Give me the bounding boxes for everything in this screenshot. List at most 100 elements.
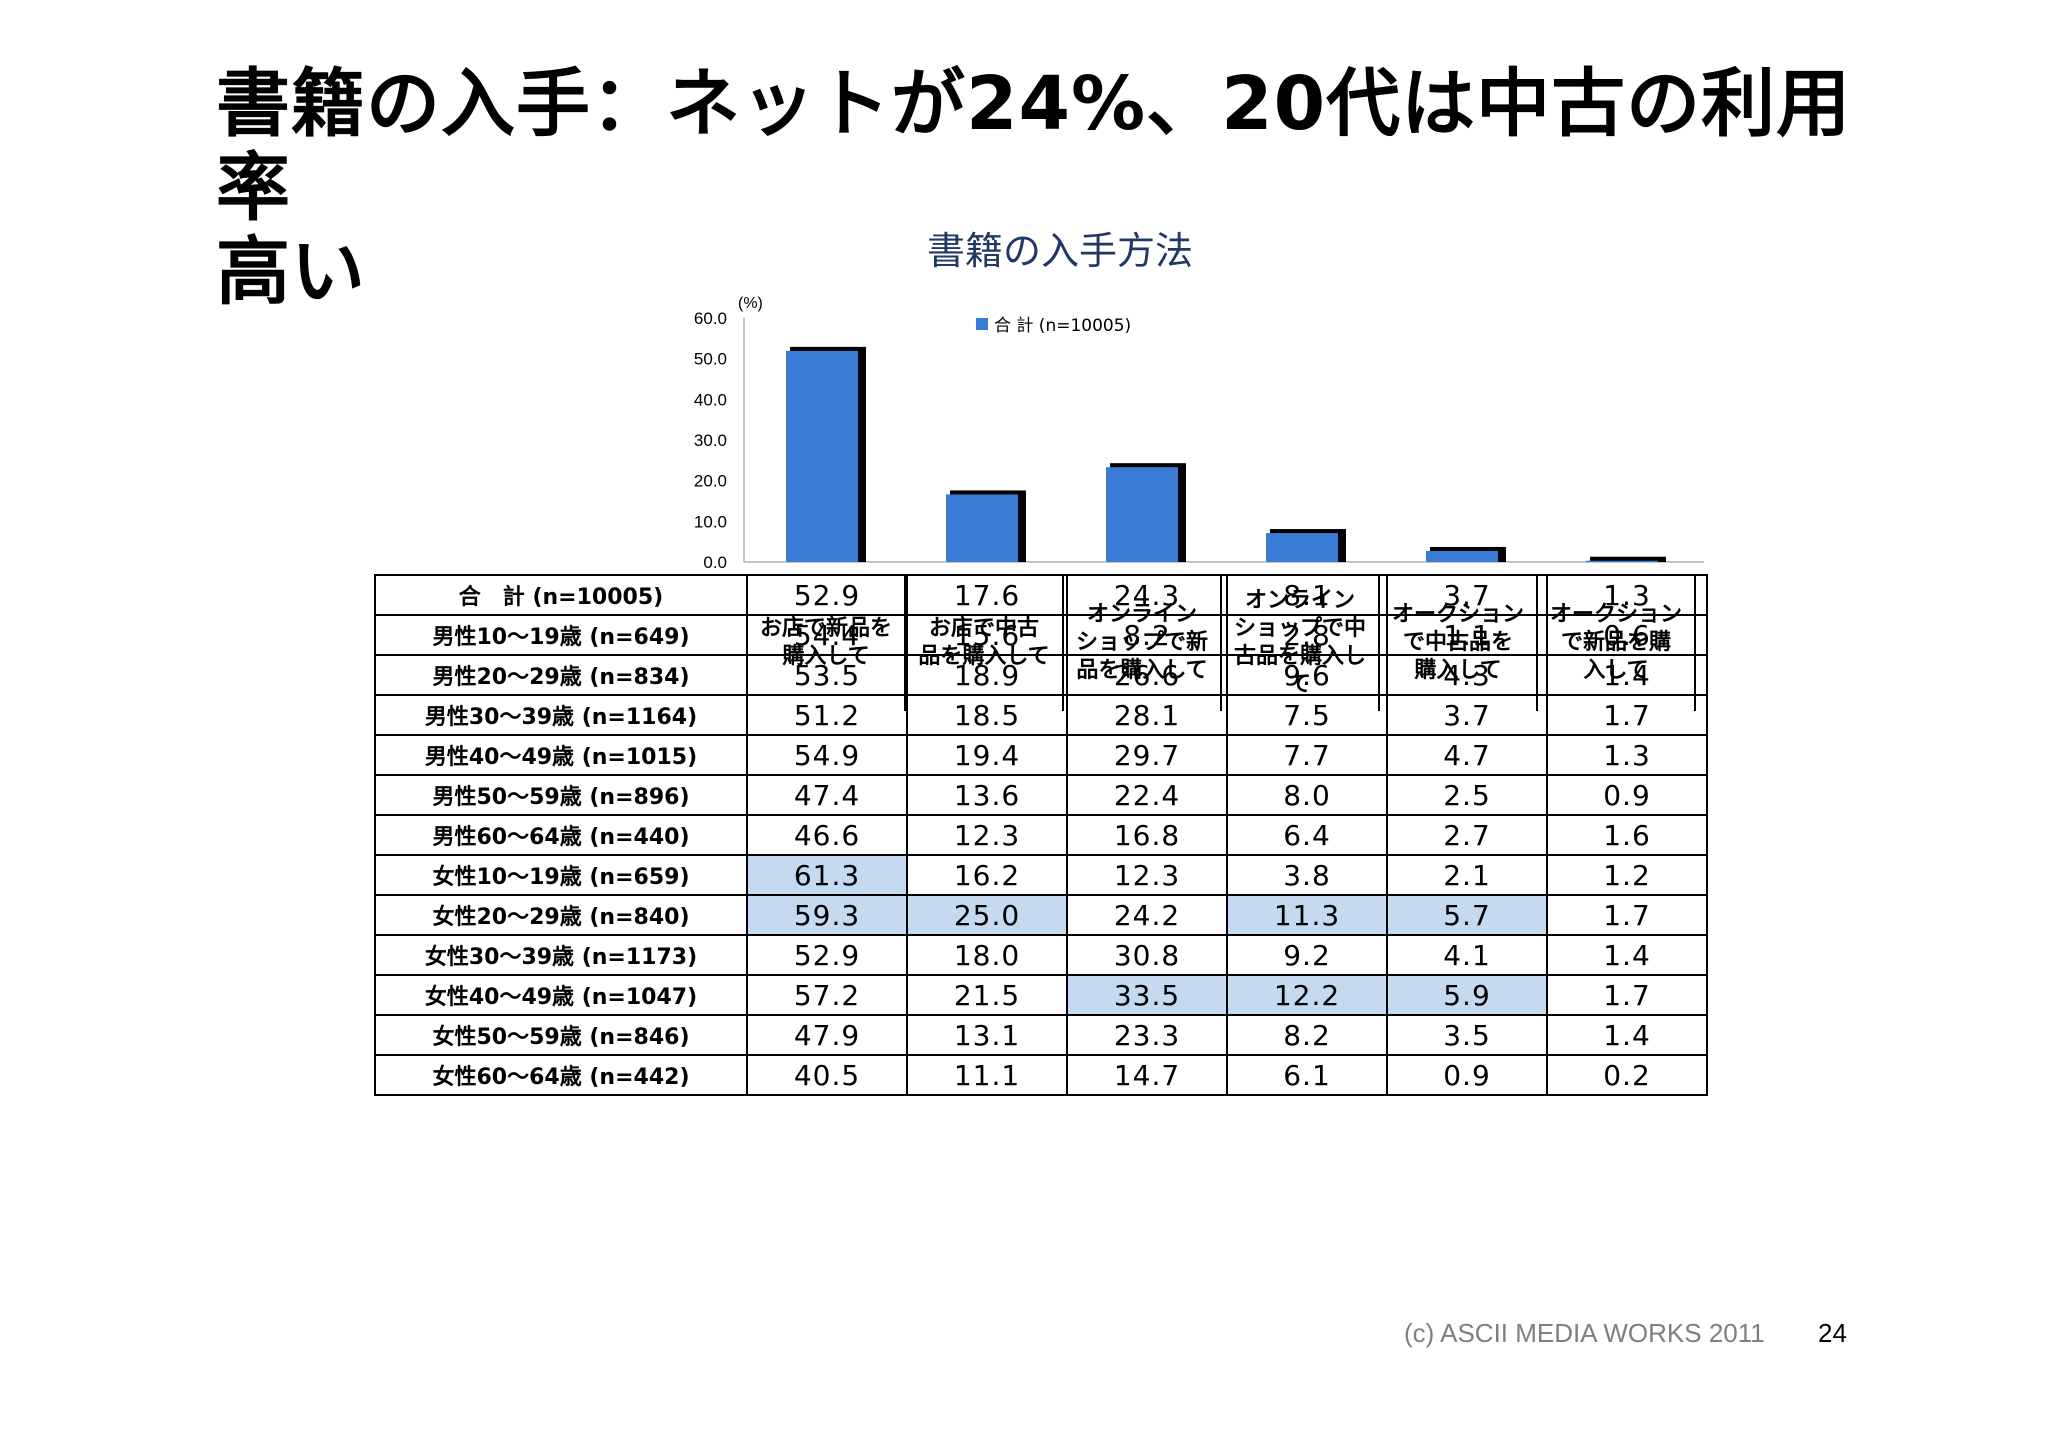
table-cell: 3.8 xyxy=(1226,854,1388,896)
table-cell: 13.6 xyxy=(906,774,1068,816)
table-row: 男性30～39歳 (n=1164) 51.2 18.5 28.1 7.5 3.7 1.7 xyxy=(374,694,1708,736)
table-cell: 9.6 xyxy=(1226,654,1388,696)
table-cell: 0.9 xyxy=(1546,774,1708,816)
chart-title: 書籍の入手方法 xyxy=(926,229,1193,273)
table-cell: 23.3 xyxy=(1066,1014,1228,1056)
table-cell: 12.3 xyxy=(906,814,1068,856)
bar xyxy=(1426,550,1498,562)
row-label: 女性30～39歳 (n=1173) xyxy=(374,934,748,976)
bar xyxy=(946,494,1018,562)
table-cell: 51.2 xyxy=(746,694,908,736)
table-cell: 40.5 xyxy=(746,1054,908,1096)
data-table-wrap: 合 計 (n=10005) 52.9 17.6 24.3 8.1 3.7 1.3 男性10～1… xyxy=(374,574,1708,1096)
slide-title-line-2: 高い xyxy=(216,229,366,315)
table-cell: 11.3 xyxy=(1226,894,1388,936)
table-cell: 1.7 xyxy=(1546,894,1708,936)
table-row: 女性40～49歳 (n=1047) 57.2 21.5 33.5 12.2 5.9 1.7 xyxy=(374,974,1708,1016)
table-cell: 4.3 xyxy=(1386,654,1548,696)
table-cell: 54.9 xyxy=(746,734,908,776)
table-cell: 18.5 xyxy=(906,694,1068,736)
table-cell: 47.4 xyxy=(746,774,908,816)
table-cell: 1.6 xyxy=(1546,814,1708,856)
bar xyxy=(1106,467,1178,562)
table-cell: 12.3 xyxy=(1066,854,1228,896)
table-row: 男性50～59歳 (n=896) 47.4 13.6 22.4 8.0 2.5 0.9 xyxy=(374,774,1708,816)
page-number: 24 xyxy=(1818,1318,1847,1348)
bar xyxy=(1586,560,1658,562)
table-row: 男性10～19歳 (n=649) 54.4 15.6 8.2 2.8 1.1 0.6 xyxy=(374,614,1708,656)
table-cell: 4.7 xyxy=(1386,734,1548,776)
table-cell: 1.2 xyxy=(1546,854,1708,896)
y-tick-label: 60.0 xyxy=(694,309,727,328)
row-label: 女性40～49歳 (n=1047) xyxy=(374,974,748,1016)
table-cell: 1.7 xyxy=(1546,974,1708,1016)
table-cell: 8.2 xyxy=(1066,614,1228,656)
table-cell: 2.1 xyxy=(1386,854,1548,896)
copyright-footer: (c) ASCII MEDIA WORKS 2011 xyxy=(1404,1318,1765,1348)
slide-title: 書籍の入手：ネットが24%、20代は中古の利用率 高い xyxy=(216,62,1856,314)
row-label: 合 計 (n=10005) xyxy=(374,574,748,616)
table-cell: 22.4 xyxy=(1066,774,1228,816)
table-cell: 6.4 xyxy=(1226,814,1388,856)
table-cell: 1.3 xyxy=(1546,574,1708,616)
table-cell: 16.8 xyxy=(1066,814,1228,856)
table-cell: 2.7 xyxy=(1386,814,1548,856)
table-cell: 0.2 xyxy=(1546,1054,1708,1096)
table-cell: 33.5 xyxy=(1066,974,1228,1016)
table-cell: 14.7 xyxy=(1066,1054,1228,1096)
table-row: 女性60～64歳 (n=442) 40.5 11.1 14.7 6.1 0.9 0.2 xyxy=(374,1054,1708,1096)
table-cell: 18.9 xyxy=(906,654,1068,696)
table-cell: 4.1 xyxy=(1386,934,1548,976)
y-tick-label: 50.0 xyxy=(694,350,727,369)
row-label: 女性10～19歳 (n=659) xyxy=(374,854,748,896)
legend-label: 合 計 (n=10005) xyxy=(994,316,1131,336)
y-tick-label: 20.0 xyxy=(694,472,727,491)
table-cell: 52.9 xyxy=(746,574,908,616)
table-cell: 3.7 xyxy=(1386,574,1548,616)
y-tick-label: 40.0 xyxy=(694,390,727,409)
table-cell: 5.9 xyxy=(1386,974,1548,1016)
table-cell: 25.0 xyxy=(906,894,1068,936)
table-cell: 3.5 xyxy=(1386,1014,1548,1056)
table-cell: 26.6 xyxy=(1066,654,1228,696)
table-cell: 24.2 xyxy=(1066,894,1228,936)
table-cell: 28.1 xyxy=(1066,694,1228,736)
y-tick-label: 30.0 xyxy=(694,431,727,450)
table-row: 女性30～39歳 (n=1173) 52.9 18.0 30.8 9.2 4.1 1.4 xyxy=(374,934,1708,976)
table-cell: 52.9 xyxy=(746,934,908,976)
table-cell: 16.2 xyxy=(906,854,1068,896)
table-cell: 15.6 xyxy=(906,614,1068,656)
slide-title-line-1: 書籍の入手：ネットが24%、20代は中古の利用率 xyxy=(216,61,1852,231)
row-label: 女性60～64歳 (n=442) xyxy=(374,1054,748,1096)
bar-shadow xyxy=(1590,556,1666,562)
bar xyxy=(1266,533,1338,562)
table-cell: 8.2 xyxy=(1226,1014,1388,1056)
table-cell: 19.4 xyxy=(906,734,1068,776)
y-unit-label: (%) xyxy=(738,295,763,312)
table-cell: 6.1 xyxy=(1226,1054,1388,1096)
table-cell: 0.9 xyxy=(1386,1054,1548,1096)
table-cell: 11.1 xyxy=(906,1054,1068,1096)
row-label: 男性10～19歳 (n=649) xyxy=(374,614,748,656)
row-label: 女性50～59歳 (n=846) xyxy=(374,1014,748,1056)
table-cell: 29.7 xyxy=(1066,734,1228,776)
table-cell: 5.7 xyxy=(1386,894,1548,936)
row-label: 男性40～49歳 (n=1015) xyxy=(374,734,748,776)
row-label: 男性30～39歳 (n=1164) xyxy=(374,694,748,736)
table-cell: 2.5 xyxy=(1386,774,1548,816)
table-cell: 18.0 xyxy=(906,934,1068,976)
table-cell: 8.1 xyxy=(1226,574,1388,616)
table-cell: 21.5 xyxy=(906,974,1068,1016)
table-cell: 13.1 xyxy=(906,1014,1068,1056)
table-row: 女性10～19歳 (n=659) 61.3 16.2 12.3 3.8 2.1 1.2 xyxy=(374,854,1708,896)
legend-swatch xyxy=(976,318,988,330)
table-cell: 47.9 xyxy=(746,1014,908,1056)
table-cell: 24.3 xyxy=(1066,574,1228,616)
table-cell: 1.3 xyxy=(1546,734,1708,776)
table-cell: 7.7 xyxy=(1226,734,1388,776)
table-row: 女性50～59歳 (n=846) 47.9 13.1 23.3 8.2 3.5 1.4 xyxy=(374,1014,1708,1056)
table-cell: 1.1 xyxy=(1386,614,1548,656)
table-cell: 1.4 xyxy=(1546,1014,1708,1056)
table-row: 女性20～29歳 (n=840) 59.3 25.0 24.2 11.3 5.7 1.7 xyxy=(374,894,1708,936)
y-tick-label: 10.0 xyxy=(694,512,727,531)
